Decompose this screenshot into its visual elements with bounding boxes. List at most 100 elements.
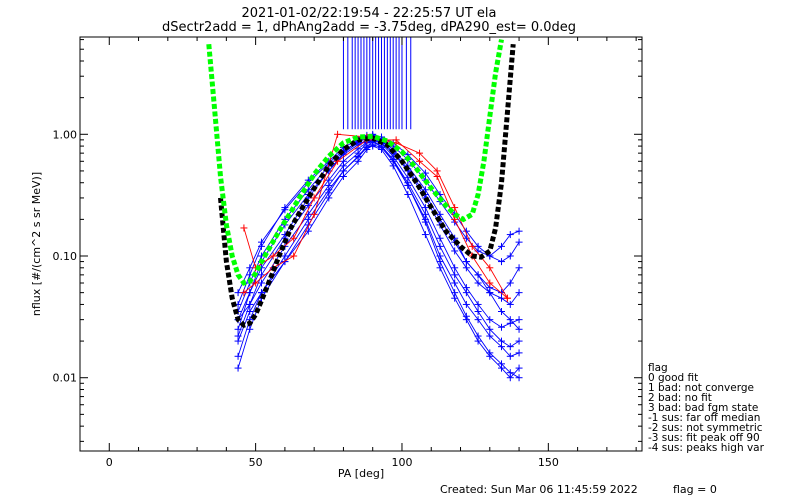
legend-item: 2 bad: no fit: [648, 392, 712, 404]
flagged-point: [290, 252, 298, 260]
legend-item: 3 bad: bad fgm state: [648, 402, 758, 414]
data-point: [421, 218, 429, 226]
data-point: [234, 289, 242, 297]
data-point: [246, 325, 254, 333]
data-point: [498, 242, 505, 250]
data-point: [515, 316, 523, 324]
data-point: [421, 169, 429, 177]
data-point: [474, 332, 482, 340]
x-axis-label: PA [deg]: [338, 467, 384, 480]
data-point: [451, 271, 459, 279]
data-point: [474, 316, 482, 324]
data-point: [498, 323, 505, 331]
data-profile-line: [237, 140, 520, 348]
data-point: [486, 325, 494, 333]
data-point: [515, 337, 523, 345]
data-point: [325, 176, 333, 184]
data-profile-line: [237, 136, 520, 312]
data-layer: [234, 37, 523, 382]
data-point: [354, 152, 362, 160]
data-point: [421, 231, 429, 239]
data-point: [486, 349, 494, 357]
flagged-point: [468, 242, 476, 250]
data-point: [462, 264, 470, 272]
created-timestamp: Created: Sun Mar 06 11:45:59 2022: [440, 483, 638, 496]
data-point: [363, 142, 371, 150]
data-point: [462, 312, 470, 320]
data-point: [436, 264, 444, 272]
data-point: [234, 332, 242, 340]
data-point: [234, 364, 242, 372]
x-tick-label: 0: [106, 456, 113, 469]
data-point: [451, 264, 459, 272]
data-point: [281, 206, 289, 214]
data-point: [515, 374, 523, 382]
data-profile-line: [237, 133, 520, 305]
data-point: [451, 247, 459, 255]
data-point: [474, 300, 482, 308]
data-point: [506, 279, 514, 287]
data-profile-line: [237, 144, 520, 357]
fit-curve-black: [218, 43, 516, 329]
y-tick-label: 1.00: [53, 128, 78, 141]
flagged-point: [269, 252, 277, 260]
data-point: [389, 156, 397, 164]
data-point: [498, 343, 505, 351]
data-point: [246, 300, 254, 308]
data-point: [404, 191, 412, 199]
legend-item: 0 good fit: [648, 372, 698, 384]
data-point: [246, 264, 254, 272]
data-point: [506, 369, 514, 377]
flagged-point: [486, 264, 494, 272]
legend-item: -1 sus: far off median: [648, 412, 760, 424]
data-point: [515, 349, 523, 357]
legend-item: -2 sus: not symmetric: [648, 422, 763, 434]
legend-item: 1 bad: not converge: [648, 382, 754, 394]
flag-value: flag = 0: [673, 483, 717, 496]
flag-legend: flag 0 good fit 1 bad: not converge 2 ba…: [648, 362, 765, 454]
flagged-point: [240, 289, 248, 297]
data-point: [421, 204, 429, 212]
data-point: [462, 258, 470, 266]
y-tick-label: 0.01: [53, 372, 78, 385]
x-tick-label: 50: [249, 456, 263, 469]
data-point: [515, 289, 523, 297]
fit-curve-green: [206, 39, 504, 286]
data-point: [257, 271, 265, 279]
data-point: [486, 316, 494, 324]
data-point: [257, 279, 265, 287]
flagged-point: [290, 234, 298, 242]
data-point: [451, 279, 459, 287]
chart-title-line2: dSectr2add = 1, dPhAng2add = -3.75deg, d…: [162, 20, 576, 35]
data-point: [339, 157, 347, 165]
flagged-point: [433, 167, 441, 175]
chart-title-line1: 2021-01-02/22:19:54 - 22:25:57 UT ela: [242, 6, 497, 21]
flagged-point: [240, 224, 248, 232]
data-point: [462, 300, 470, 308]
x-tick-label: 100: [391, 456, 412, 469]
data-point: [506, 352, 514, 360]
data-point: [436, 234, 444, 242]
y-tick-label: 0.10: [53, 250, 78, 263]
data-point: [389, 162, 397, 170]
data-point: [246, 289, 254, 297]
fit-layer: [206, 39, 516, 329]
legend-item: -4 sus: peaks high var: [648, 442, 765, 454]
data-point: [474, 279, 482, 287]
data-point: [515, 227, 523, 235]
data-profile-line: [237, 139, 520, 337]
data-point: [234, 352, 242, 360]
flagged-point: [334, 130, 342, 138]
flagged-point: [416, 157, 424, 165]
axes-layer: 0 50 100 150 0.01 0.10 1.00: [53, 37, 642, 469]
flagged-point: [503, 294, 511, 302]
data-point: [451, 289, 459, 297]
data-point: [506, 343, 514, 351]
data-point: [506, 252, 514, 260]
flagged-point: [310, 194, 318, 202]
data-point: [515, 264, 523, 272]
legend-item: -3 sus: fit peak off 90: [648, 432, 760, 444]
data-point: [325, 189, 333, 197]
plot-frame: [79, 36, 643, 452]
data-point: [474, 307, 482, 315]
